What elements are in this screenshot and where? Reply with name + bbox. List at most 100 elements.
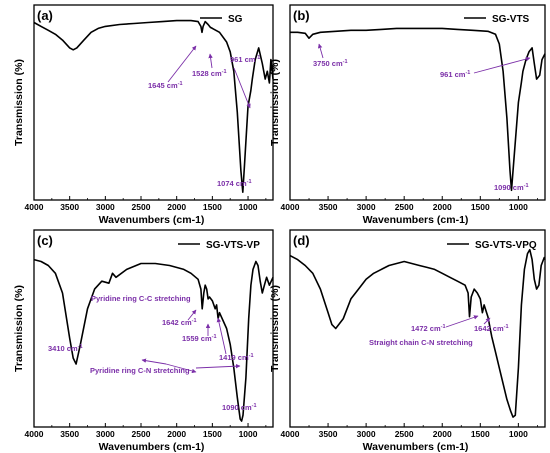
annotation-superscript: -1 (212, 334, 217, 340)
annotation-arrow (317, 43, 324, 59)
x-tick-label: 1500 (471, 202, 490, 212)
annotation-text: 961 cm (230, 55, 256, 64)
annotation-text: Pyridine ring C-C stretching (91, 294, 191, 303)
x-tick-label: 3000 (357, 429, 376, 439)
annotation-text: 1642 cm (474, 324, 504, 333)
annotation-superscript: -1 (343, 59, 348, 65)
annotation-arrow (141, 358, 167, 365)
annotation-label: 961 cm-1 (230, 55, 260, 64)
annotation-text: Straight chain C-N stretching (369, 338, 473, 347)
annotation-label: 1419 cm-1 (219, 353, 254, 362)
plot-frame (33, 229, 274, 428)
y-axis-label: Transmission (%) (13, 59, 25, 146)
annotation-arrow (445, 315, 479, 328)
annotation-label: 1528 cm-1 (192, 69, 227, 78)
annotation-arrow (473, 56, 531, 74)
x-tick-label: 2500 (395, 429, 414, 439)
x-tick-label: 2000 (167, 202, 186, 212)
spectrum-line (289, 248, 546, 418)
x-tick-label: 4000 (25, 429, 44, 439)
annotation-label: 3750 cm-1 (313, 59, 348, 68)
x-tick-label: 2500 (395, 202, 414, 212)
annotation-text: 1090 cm (494, 183, 524, 192)
x-tick-label: 2500 (132, 202, 151, 212)
legend-entry: SG (228, 14, 243, 25)
annotation-arrow (233, 67, 251, 109)
panel-label: (a) (37, 8, 53, 23)
x-axis-label: Wavenumbers (cm-1) (363, 214, 469, 226)
x-tick-label: 1000 (509, 202, 528, 212)
y-axis-label: Transmission (%) (269, 285, 281, 372)
annotation-arrow (208, 53, 213, 69)
panel-label: (c) (37, 233, 53, 248)
annotation-text: 3750 cm (313, 59, 343, 68)
x-tick-label: 2000 (433, 429, 452, 439)
annotation-label: 1090 cm-1 (494, 183, 529, 192)
annotation-label: Pyridine ring C-C stretching (91, 294, 191, 303)
x-tick-label: 1000 (239, 429, 258, 439)
panel-label: (d) (293, 233, 310, 248)
annotation-superscript: -1 (192, 318, 197, 324)
annotation-label: 3410 cm-1 (48, 344, 83, 353)
annotation-superscript: -1 (178, 81, 183, 87)
annotation-superscript: -1 (524, 183, 529, 189)
x-tick-label: 3500 (319, 429, 338, 439)
annotation-arrow (167, 45, 197, 83)
x-tick-label: 4000 (25, 202, 44, 212)
y-axis-label: Transmission (%) (269, 59, 281, 146)
legend-entry: SG-VTS (492, 14, 530, 25)
annotation-text: 3410 cm (48, 344, 78, 353)
x-tick-label: 4000 (281, 429, 300, 439)
legend-entry: SG-VTS-VP (206, 240, 260, 251)
annotation-superscript: -1 (441, 324, 446, 330)
x-tick-label: 3000 (96, 202, 115, 212)
spectrum-line (290, 27, 546, 192)
x-tick-label: 3500 (60, 429, 79, 439)
annotation-superscript: -1 (249, 353, 254, 359)
annotation-text: 1642 cm (162, 318, 192, 327)
annotation-text: 1074 cm (217, 179, 247, 188)
annotation-arrow (483, 317, 491, 325)
annotation-arrow (195, 363, 241, 369)
x-tick-label: 3000 (96, 429, 115, 439)
x-tick-label: 1500 (203, 429, 222, 439)
annotation-label: 1642 cm-1 (162, 318, 197, 327)
x-tick-label: 1000 (239, 202, 258, 212)
annotation-arrow (216, 317, 227, 355)
x-axis-label: Wavenumbers (cm-1) (363, 441, 469, 453)
panel-a: 4000 3500 3000 2500 2000 1500 1000 Wavenumbers … (13, 4, 274, 226)
annotation-superscript: -1 (465, 70, 470, 76)
x-tick-label: 3500 (319, 202, 338, 212)
x-axis-label: Wavenumbers (cm-1) (99, 214, 205, 226)
annotation-text: 1559 cm (182, 334, 212, 343)
annotation-superscript: -1 (247, 179, 252, 185)
annotation-text: 1645 cm (148, 81, 178, 90)
x-tick-label: 1000 (509, 429, 528, 439)
annotation-arrow (187, 309, 197, 321)
annotation-superscript: -1 (504, 324, 509, 330)
annotation-label: Pyridine ring C-N stretching (90, 366, 190, 375)
x-axis-label: Wavenumbers (cm-1) (99, 441, 205, 453)
annotation-label: 1645 cm-1 (148, 81, 183, 90)
spectrum-line (33, 19, 274, 193)
panel-c: 4000 3500 3000 2500 2000 1500 1000 Wavenumbers … (13, 229, 274, 453)
annotation-label: 1559 cm-1 (182, 334, 217, 343)
plot-frame (289, 229, 546, 428)
annotation-text: 1472 cm (411, 324, 441, 333)
x-tick-label: 4000 (281, 202, 300, 212)
panel-b: 4000 3500 3000 2500 2000 1500 1000 Wavenumbers … (269, 4, 546, 226)
annotation-superscript: -1 (252, 403, 257, 409)
x-tick-label: 2000 (167, 429, 186, 439)
annotation-label: 961 cm-1 (440, 70, 470, 79)
annotation-superscript: -1 (78, 344, 83, 350)
x-tick-label: 3500 (60, 202, 79, 212)
annotation-label: 1642 cm-1 (474, 324, 509, 333)
annotation-text: 1528 cm (192, 69, 222, 78)
annotation-text: 1090 cm (222, 403, 252, 412)
x-tick-label: 1500 (471, 429, 490, 439)
x-tick-label: 1500 (203, 202, 222, 212)
annotation-label: 1074 cm-1 (217, 179, 252, 188)
spectrum-line (33, 258, 274, 422)
annotation-label: Straight chain C-N stretching (369, 338, 473, 347)
